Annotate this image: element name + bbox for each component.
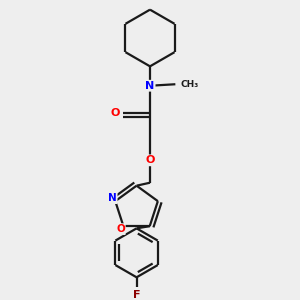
- Text: N: N: [146, 81, 154, 91]
- Text: O: O: [145, 155, 155, 165]
- Text: F: F: [133, 290, 140, 300]
- Text: N: N: [108, 193, 117, 203]
- Text: O: O: [111, 108, 120, 118]
- Text: O: O: [116, 224, 125, 234]
- Text: CH₃: CH₃: [181, 80, 199, 89]
